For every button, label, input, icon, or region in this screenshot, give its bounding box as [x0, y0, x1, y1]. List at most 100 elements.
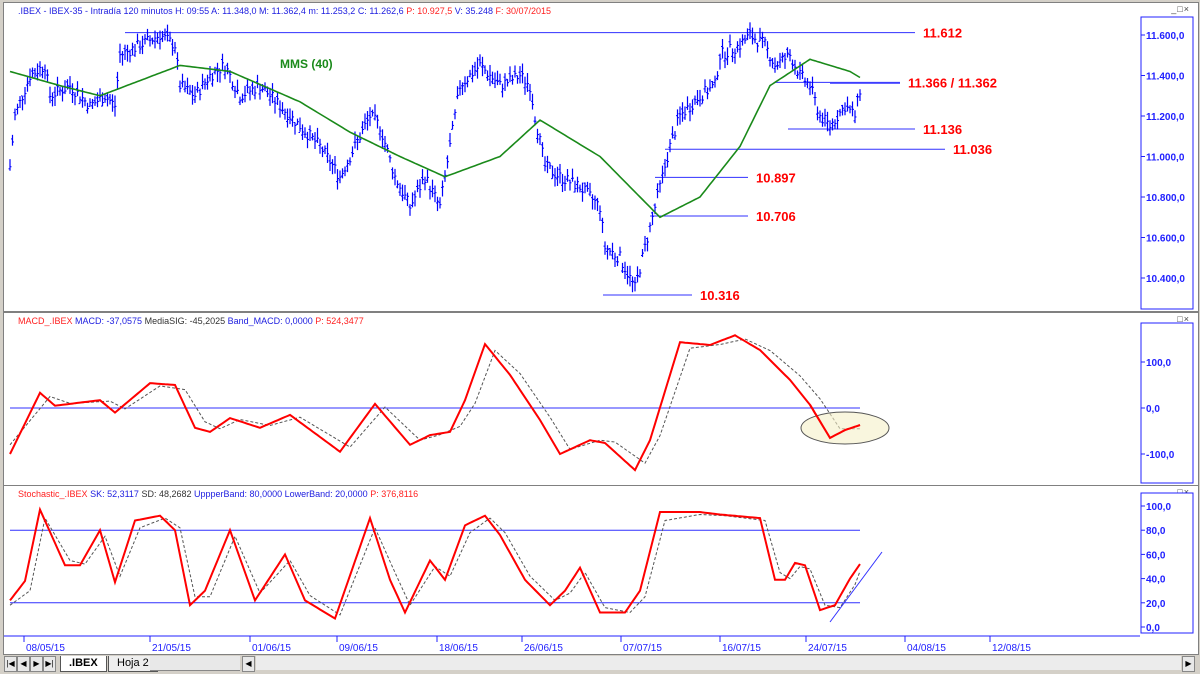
price-bar — [806, 78, 809, 89]
price-bar — [748, 22, 752, 40]
price-bar — [541, 142, 544, 158]
price-bar — [378, 126, 382, 141]
window-buttons[interactable]: _□× — [1171, 4, 1190, 14]
price-bar — [256, 74, 259, 89]
price-bar — [548, 161, 552, 170]
price-bar — [568, 179, 572, 191]
price-bar — [113, 95, 117, 117]
stochastic-sd-line — [9, 513, 861, 616]
price-bar — [233, 85, 237, 99]
price-bar — [683, 106, 687, 120]
price-bar — [583, 182, 587, 194]
price-bar — [103, 94, 107, 103]
price-bar — [633, 276, 637, 292]
price-bar — [553, 168, 557, 187]
price-bar — [613, 252, 617, 268]
price-bar — [51, 92, 54, 107]
y-tick-label: 40,0 — [1146, 575, 1166, 586]
horizontal-scrollbar[interactable] — [256, 656, 1181, 670]
low-readout: m: 11.253,2 — [308, 6, 356, 16]
price-bar — [676, 109, 679, 126]
price-bar — [788, 49, 792, 62]
price-bar — [826, 111, 829, 132]
price-bar — [141, 35, 144, 55]
price-bar — [326, 142, 329, 163]
tab-ibex[interactable]: .IBEX — [60, 656, 107, 672]
price-bar — [36, 63, 39, 81]
price-bar — [56, 76, 59, 96]
y-tick-label: -100,0 — [1146, 450, 1175, 461]
price-bar — [746, 28, 749, 41]
price-bar — [791, 59, 794, 70]
price-bar — [153, 30, 157, 49]
price-bar — [116, 71, 119, 91]
y-tick-label: 100,0 — [1146, 502, 1171, 513]
price-bar — [168, 31, 172, 42]
next-sheet-button[interactable]: ▶ — [30, 656, 43, 672]
price-bar — [128, 49, 132, 63]
window-buttons[interactable]: _□× — [1171, 487, 1190, 497]
last-sheet-button[interactable]: ▶| — [43, 656, 56, 672]
price-bar — [516, 75, 519, 84]
scroll-right-button[interactable]: ▶ — [1182, 656, 1195, 672]
price-bar — [428, 185, 432, 200]
x-tick-label: 24/07/15 — [808, 643, 847, 654]
price-bar — [776, 61, 779, 70]
price-bar — [393, 168, 397, 186]
price-bar — [183, 80, 187, 93]
scroll-left-button[interactable]: ◀ — [242, 656, 255, 672]
price-bar — [371, 109, 374, 117]
price-bar — [733, 48, 737, 64]
time-readout: H: 09:55 — [175, 6, 210, 16]
prev-sheet-button[interactable]: ◀ — [17, 656, 30, 672]
y-tick-label: 10.400,0 — [1146, 274, 1185, 285]
level-label: 11.366 / 11.362 — [908, 75, 997, 90]
price-bar — [686, 96, 689, 110]
price-bar — [78, 96, 82, 105]
price-bar — [226, 62, 229, 75]
price-bar — [223, 65, 227, 80]
price-bar — [123, 44, 127, 60]
tab-area — [150, 656, 240, 671]
price-bar — [356, 135, 359, 151]
volume-readout: V: 35.248 — [454, 6, 493, 16]
price-bar — [706, 87, 709, 100]
price-bar — [828, 120, 832, 136]
price-bar — [61, 86, 64, 102]
price-bar — [13, 108, 17, 121]
price-bar — [238, 96, 242, 106]
level-label: 11.036 — [953, 142, 992, 157]
price-bar — [538, 133, 542, 146]
price-bar — [406, 192, 409, 207]
price-bar — [503, 73, 507, 91]
price-bar — [641, 249, 644, 258]
price-bar — [668, 138, 672, 153]
window-buttons[interactable]: _□× — [1171, 314, 1190, 324]
y-axis-box — [1140, 16, 1194, 310]
price-bar — [426, 169, 429, 183]
price-bar — [138, 40, 142, 54]
price-bar — [188, 84, 192, 95]
price-bar — [258, 83, 262, 100]
price-bar — [243, 85, 247, 103]
price-bar — [466, 76, 469, 88]
price-bar — [513, 65, 517, 78]
y-tick-label: 60,0 — [1146, 550, 1166, 561]
price-bar — [136, 33, 139, 45]
y-axis-box — [1140, 322, 1194, 484]
price-bar — [306, 131, 309, 149]
price-bar — [31, 67, 34, 78]
x-tick-label: 08/05/15 — [26, 643, 65, 654]
price-bar — [111, 94, 114, 112]
price-bar — [576, 176, 579, 193]
price-bar — [53, 86, 57, 106]
price-bar — [323, 145, 327, 155]
price-bar — [206, 74, 209, 90]
price-bar — [283, 108, 287, 120]
price-bar — [696, 90, 699, 106]
price-bar — [798, 61, 802, 80]
price-bar — [716, 71, 719, 81]
y-tick-label: 20,0 — [1146, 599, 1166, 610]
first-sheet-button[interactable]: |◀ — [4, 656, 17, 672]
x-tick-label: 26/06/15 — [524, 643, 563, 654]
